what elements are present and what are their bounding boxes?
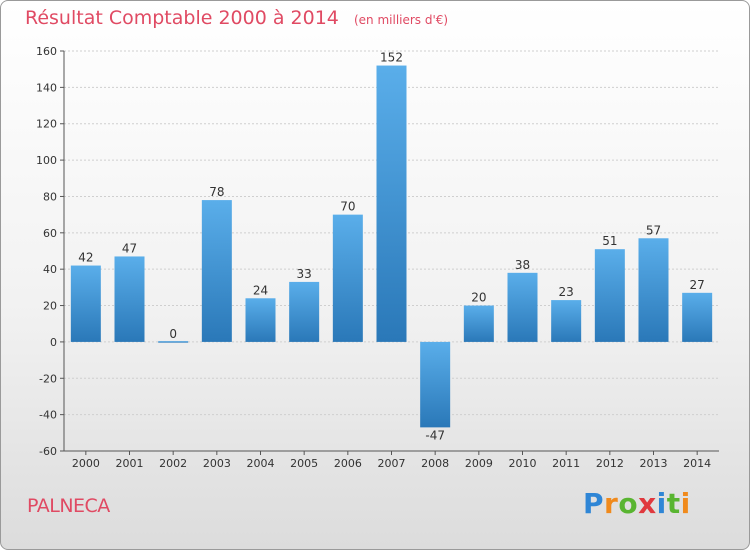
y-tick-label: 40 xyxy=(43,263,57,276)
x-tick-label: 2009 xyxy=(465,457,493,470)
y-tick-label: 60 xyxy=(43,227,57,240)
value-label-2012: 51 xyxy=(602,234,617,248)
chart-subtitle: (en milliers d'€) xyxy=(353,13,449,27)
x-tick-label: 2012 xyxy=(596,457,624,470)
proxiti-logo: Proxiti xyxy=(583,487,691,520)
y-tick-label: 160 xyxy=(36,45,57,58)
data-labels: 42 47 0 78 24 33 70 152 -47 20 38 23 51 57 27 xyxy=(78,51,705,443)
x-tick-label: 2005 xyxy=(290,457,318,470)
bar-2005 xyxy=(289,281,320,342)
commune-name: PALNECA xyxy=(27,495,110,517)
y-tick-label: -60 xyxy=(39,445,57,458)
x-tick-label: 2008 xyxy=(421,457,449,470)
value-label-2000: 42 xyxy=(78,251,93,265)
bar-2008 xyxy=(420,341,451,428)
bar-2009 xyxy=(463,305,494,342)
bar-2000 xyxy=(70,265,101,342)
y-tick-label: -40 xyxy=(39,409,57,422)
value-label-2005: 33 xyxy=(297,267,312,281)
logo-letter: i xyxy=(656,487,667,520)
value-label-2002: 0 xyxy=(169,327,177,341)
bar-2001 xyxy=(114,256,145,342)
bar-2003 xyxy=(201,200,232,342)
y-tick-label: 80 xyxy=(43,190,57,203)
y-tick-label: 100 xyxy=(36,154,57,167)
x-tick-label: 2011 xyxy=(552,457,580,470)
axes: -60 -40 -20 0 20 40 60 80 100 120 140 160 2000 2001 20… xyxy=(36,45,719,470)
bar-2010 xyxy=(507,272,538,342)
logo-letter: i xyxy=(680,487,691,520)
y-tick-label: -20 xyxy=(39,372,57,385)
x-tick-label: 2001 xyxy=(116,457,144,470)
logo-letter: P xyxy=(583,487,605,520)
value-label-2001: 47 xyxy=(122,241,137,255)
value-label-2010: 38 xyxy=(515,258,530,272)
x-tick-label: 2000 xyxy=(72,457,100,470)
bar-2006 xyxy=(332,214,363,342)
title-row: Résultat Comptable 2000 à 2014 (en milli… xyxy=(25,7,448,29)
value-label-2007: 152 xyxy=(380,51,403,65)
y-tick-label: 20 xyxy=(43,300,57,313)
logo-letter: o xyxy=(618,487,639,520)
value-label-2011: 23 xyxy=(559,285,574,299)
bar-2014 xyxy=(682,292,713,342)
x-tick-label: 2006 xyxy=(334,457,362,470)
logo-letter: t xyxy=(666,487,681,520)
value-label-2008: -47 xyxy=(425,428,445,442)
value-label-2003: 78 xyxy=(209,185,224,199)
logo-letter: x xyxy=(638,487,657,520)
value-label-2006: 70 xyxy=(340,200,355,214)
y-tick-label: 140 xyxy=(36,81,57,94)
value-label-2004: 24 xyxy=(253,283,268,297)
y-tick-label: 0 xyxy=(50,336,57,349)
x-tick-label: 2007 xyxy=(378,457,406,470)
bar-2002 xyxy=(158,341,189,343)
x-tick-label: 2013 xyxy=(640,457,668,470)
bar-2012 xyxy=(594,249,625,342)
value-label-2014: 27 xyxy=(690,278,705,292)
x-tick-label: 2010 xyxy=(509,457,537,470)
x-tick-label: 2014 xyxy=(683,457,711,470)
bar-2004 xyxy=(245,298,276,342)
bar-2013 xyxy=(638,238,669,342)
x-tick-label: 2003 xyxy=(203,457,231,470)
chart-title: Résultat Comptable 2000 à 2014 xyxy=(25,7,339,29)
bars xyxy=(70,65,713,428)
x-tick-label: 2004 xyxy=(247,457,275,470)
value-label-2009: 20 xyxy=(471,291,486,305)
logo-letter: r xyxy=(604,487,619,520)
bar-2011 xyxy=(551,300,582,342)
bar-2007 xyxy=(376,65,407,342)
value-label-2013: 57 xyxy=(646,223,661,237)
x-tick-label: 2002 xyxy=(159,457,187,470)
y-tick-label: 120 xyxy=(36,118,57,131)
